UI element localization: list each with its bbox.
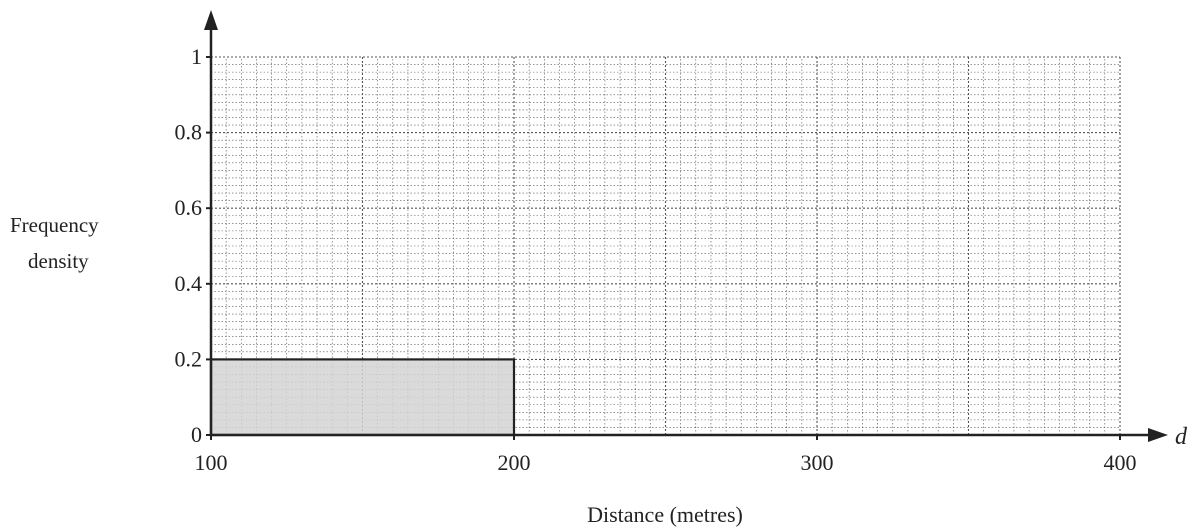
x-tick-label: 300 xyxy=(801,450,834,475)
y-tick-label: 0.6 xyxy=(175,195,203,220)
axes xyxy=(204,10,1168,442)
tick-labels: 100 200 300 400 0 0.2 0.4 0.6 0.8 1 xyxy=(175,44,1137,475)
x-tick-label: 100 xyxy=(195,450,228,475)
bar-0-fill xyxy=(211,359,514,435)
y-axis-arrowhead xyxy=(204,10,218,30)
x-axis-arrowhead xyxy=(1148,428,1168,442)
x-tick-label: 400 xyxy=(1104,450,1137,475)
x-tick-label: 200 xyxy=(498,450,531,475)
x-axis-variable: d xyxy=(1175,424,1188,450)
y-tick-label: 0.2 xyxy=(175,346,203,371)
histogram-bars xyxy=(209,358,516,437)
x-axis-label: Distance (metres) xyxy=(587,502,743,527)
y-tick-label: 1 xyxy=(191,44,202,69)
y-axis-label-line-2: density xyxy=(28,249,89,273)
y-axis-label-line-1: Frequency xyxy=(10,213,99,237)
y-tick-label: 0.4 xyxy=(175,271,203,296)
y-tick-label: 0 xyxy=(191,422,202,447)
y-tick-label: 0.8 xyxy=(175,120,203,145)
